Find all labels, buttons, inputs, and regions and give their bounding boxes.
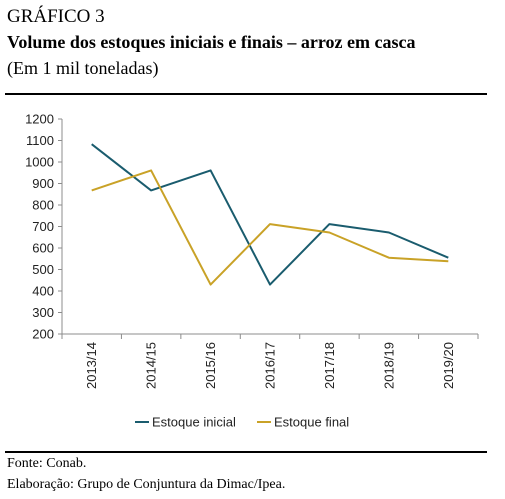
source-note: Fonte: Conab. <box>7 456 87 471</box>
top-rule <box>5 93 487 95</box>
x-tick-label: 2017/18 <box>322 342 337 389</box>
y-tick-label: 1100 <box>26 133 54 148</box>
y-tick-label: 800 <box>32 198 54 213</box>
y-tick-label: 400 <box>32 284 54 299</box>
legend-label: Estoque inicial <box>152 415 236 430</box>
x-tick-label: 2013/14 <box>84 342 99 389</box>
x-tick-label: 2019/20 <box>441 342 456 389</box>
x-tick-label: 2018/19 <box>381 342 396 389</box>
line-chart: 200 300 400 500 600 700 800 900 1000 1100 1200 2013… <box>25 112 479 430</box>
y-tick-label: 1200 <box>25 112 54 127</box>
y-tick-label: 500 <box>32 262 54 277</box>
y-tick-label: 200 <box>32 327 54 342</box>
y-tick-label: 700 <box>32 219 54 234</box>
y-tick-label: 600 <box>32 241 54 256</box>
x-tick-label: 2016/17 <box>263 342 278 389</box>
chart-subtitle: (Em 1 mil toneladas) <box>7 58 159 78</box>
series-line-estoque-final <box>91 169 449 286</box>
chart-label: GRÁFICO 3 <box>7 6 105 27</box>
y-tick-label: 1000 <box>25 155 54 170</box>
x-tick-label: 2014/15 <box>144 342 159 389</box>
y-tick-label: 300 <box>32 305 54 320</box>
series-line-estoque-inicial <box>91 143 449 286</box>
chart-title: Volume dos estoques iniciais e finais – … <box>7 32 416 52</box>
y-tick-label: 900 <box>32 176 54 191</box>
elaboration-note: Elaboração: Grupo de Conjuntura da Dimac… <box>7 477 286 492</box>
legend-label: Estoque final <box>274 415 349 430</box>
x-tick-label: 2015/16 <box>203 342 218 389</box>
bottom-rule <box>5 451 487 453</box>
